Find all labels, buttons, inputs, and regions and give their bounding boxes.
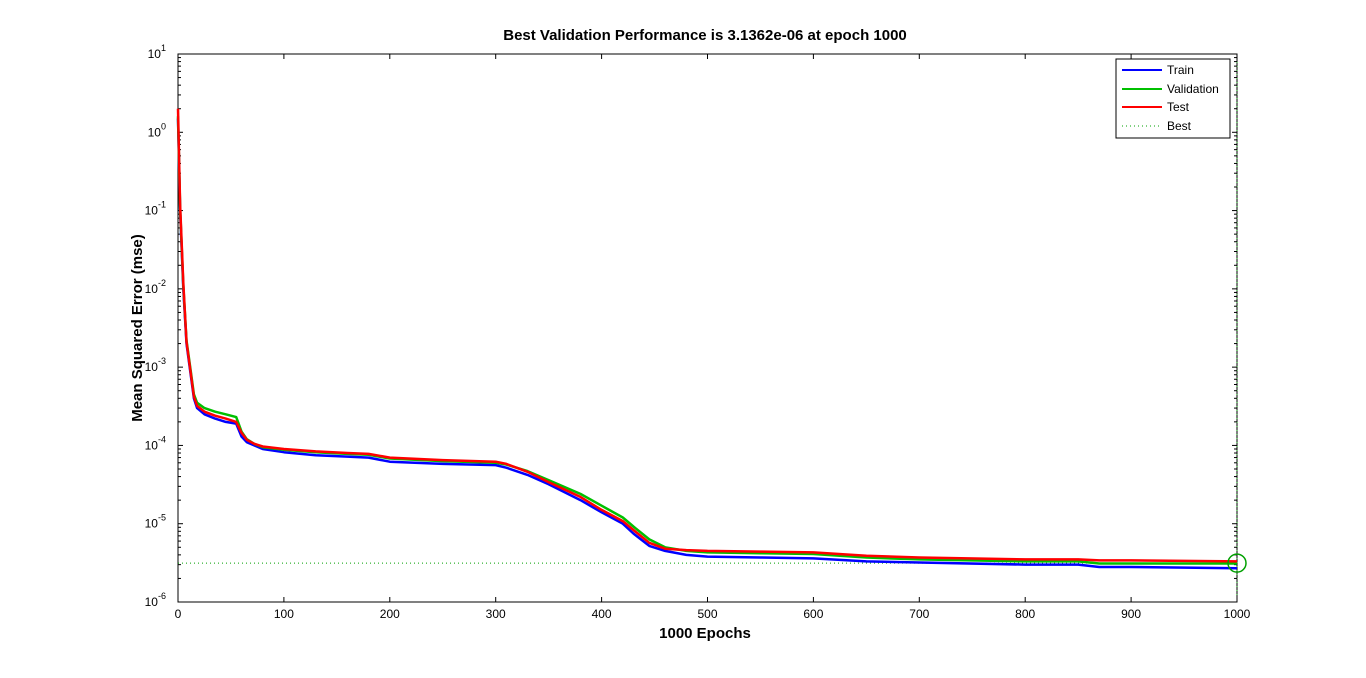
best-marker	[1227, 553, 1247, 573]
y-tick-label: 10-5	[145, 513, 166, 531]
x-axis-label: 1000 Epochs	[659, 625, 751, 642]
chart-title: Best Validation Performance is 3.1362e-0…	[503, 27, 907, 44]
y-tick-label: 10-4	[145, 434, 166, 452]
y-tick-label: 101	[148, 43, 166, 61]
x-tick-label: 200	[380, 607, 400, 621]
series-line-train	[176, 118, 1238, 570]
plot-area	[176, 53, 1247, 603]
y-tick-label: 100	[148, 121, 166, 139]
x-tick-label: 100	[274, 607, 294, 621]
x-tick-labels: 0 100 200 300 400 500 600 700 800 900 1000	[175, 607, 1251, 621]
y-tick-label: 10-6	[145, 591, 166, 609]
y-tick-label: 10-2	[145, 278, 166, 296]
y-tick-label: 10-1	[145, 200, 166, 218]
x-tick-label: 900	[1121, 607, 1141, 621]
axes-box	[177, 53, 1238, 603]
legend-box	[1115, 58, 1231, 139]
x-tick-label: 800	[1015, 607, 1035, 621]
y-axis-label: Mean Squared Error (mse)	[129, 234, 146, 422]
series-layer	[176, 108, 1238, 570]
y-tick-label: 10-3	[145, 356, 166, 374]
y-tick-labels: 10-6 10-5 10-4 10-3 10-2 10-1 100 101	[145, 43, 166, 609]
legend-label-validation: Validation	[1167, 82, 1219, 96]
x-tick-label: 500	[697, 607, 717, 621]
x-tick-label: 400	[592, 607, 612, 621]
x-tick-label: 1000	[1224, 607, 1251, 621]
legend-label-test: Test	[1167, 100, 1190, 114]
x-tick-label: 0	[175, 607, 182, 621]
x-tick-label: 600	[803, 607, 823, 621]
legend-label-best: Best	[1167, 119, 1192, 133]
x-tick-label: 700	[909, 607, 929, 621]
x-tick-label: 300	[486, 607, 506, 621]
legend-label-train: Train	[1167, 63, 1194, 77]
series-line-test	[176, 108, 1238, 563]
legend: Train Validation Test Best	[1115, 58, 1231, 139]
ticks-layer	[177, 53, 1238, 603]
